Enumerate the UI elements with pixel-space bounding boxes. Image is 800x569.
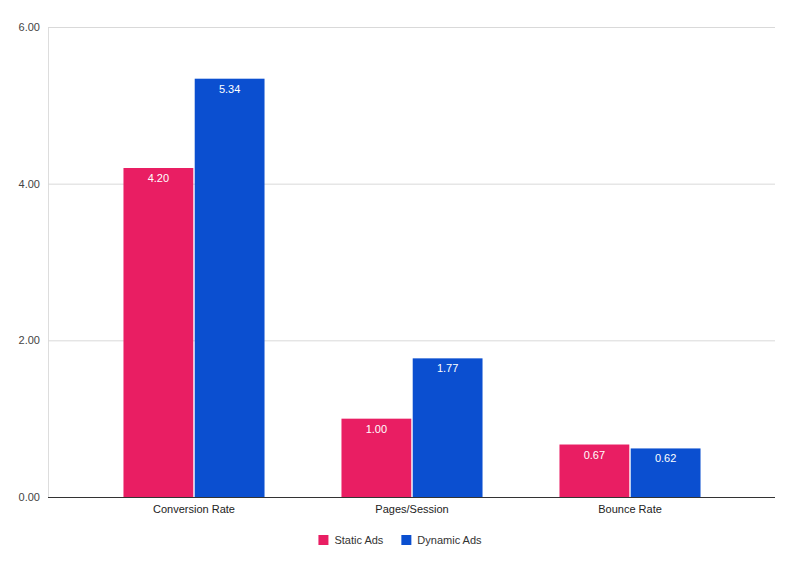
- chart: 0.00 2.00 4.00 6.00 Conversion Rate Pages/Ses…: [0, 0, 800, 569]
- legend-item: Dynamic Ads: [401, 534, 482, 546]
- bar: [341, 419, 411, 497]
- bar: [123, 168, 193, 497]
- y-axis: 0.00 2.00 4.00 6.00: [19, 21, 775, 503]
- legend-swatch: [401, 535, 411, 545]
- data-labels: 4.20 1.00 0.67 5.34 1.77 0.62: [148, 83, 677, 465]
- grid-line: [48, 497, 775, 498]
- legend-item: Static Ads: [318, 534, 383, 546]
- x-axis-line: [86, 497, 740, 498]
- data-label: 0.62: [655, 452, 676, 464]
- bar: [631, 448, 701, 497]
- data-label: 4.20: [148, 172, 169, 184]
- x-tick-label: Conversion Rate: [153, 503, 235, 515]
- legend: Static Ads Dynamic Ads: [318, 534, 482, 546]
- bar: [559, 445, 629, 497]
- x-axis: Conversion Rate Pages/Session Bounce Rate: [86, 497, 740, 515]
- data-label: 1.00: [366, 423, 387, 435]
- x-tick: Conversion Rate: [153, 497, 235, 515]
- legend-label: Static Ads: [334, 534, 383, 546]
- x-tick-label: Pages/Session: [375, 503, 448, 515]
- y-tick: 6.00: [19, 21, 775, 33]
- legend-swatch: [318, 535, 328, 545]
- bars: [123, 79, 700, 497]
- y-tick-label: 4.00: [19, 178, 40, 190]
- y-axis-line: [49, 28, 776, 498]
- data-label: 5.34: [219, 83, 240, 95]
- grid-line: [48, 27, 775, 28]
- x-tick-label: Bounce Rate: [598, 503, 662, 515]
- x-tick: Bounce Rate: [598, 497, 662, 515]
- bar: [195, 79, 265, 497]
- bar: [413, 358, 483, 497]
- data-label: 0.67: [584, 449, 605, 461]
- data-label: 1.77: [437, 362, 458, 374]
- x-tick: Pages/Session: [375, 497, 448, 515]
- legend-label: Dynamic Ads: [417, 534, 482, 546]
- y-tick-label: 2.00: [19, 334, 40, 346]
- y-tick-label: 0.00: [19, 491, 40, 503]
- y-tick-label: 6.00: [19, 21, 40, 33]
